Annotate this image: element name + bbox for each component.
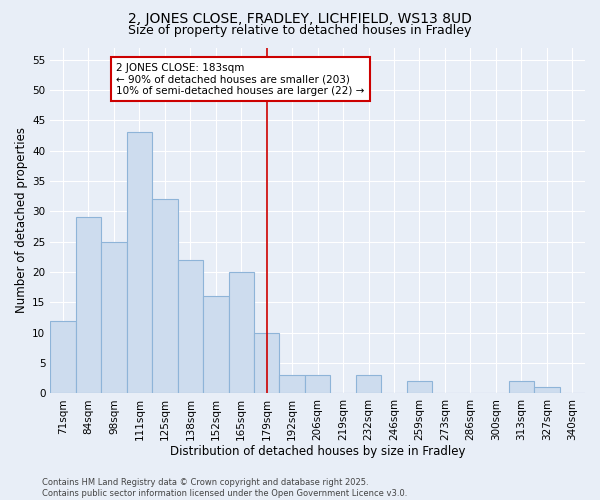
Bar (203, 296, 229, 394)
Bar (229, 272, 254, 394)
Text: 2, JONES CLOSE, FRADLEY, LICHFIELD, WS13 8UD: 2, JONES CLOSE, FRADLEY, LICHFIELD, WS13… (128, 12, 472, 26)
Y-axis label: Number of detached properties: Number of detached properties (15, 128, 28, 314)
Bar (254, 332, 280, 394)
Bar (76, 218, 101, 394)
Bar (101, 242, 127, 394)
Bar (178, 260, 203, 394)
Bar (534, 388, 560, 394)
Bar (305, 375, 331, 394)
Bar (50, 320, 76, 394)
Bar (152, 199, 178, 394)
Bar (509, 381, 534, 394)
X-axis label: Distribution of detached houses by size in Fradley: Distribution of detached houses by size … (170, 444, 466, 458)
Bar (356, 375, 381, 394)
Text: Size of property relative to detached houses in Fradley: Size of property relative to detached ho… (128, 24, 472, 37)
Bar (280, 375, 305, 394)
Text: Contains HM Land Registry data © Crown copyright and database right 2025.
Contai: Contains HM Land Registry data © Crown c… (42, 478, 407, 498)
Bar (407, 381, 432, 394)
Bar (127, 132, 152, 394)
Text: 2 JONES CLOSE: 183sqm
← 90% of detached houses are smaller (203)
10% of semi-det: 2 JONES CLOSE: 183sqm ← 90% of detached … (116, 62, 365, 96)
